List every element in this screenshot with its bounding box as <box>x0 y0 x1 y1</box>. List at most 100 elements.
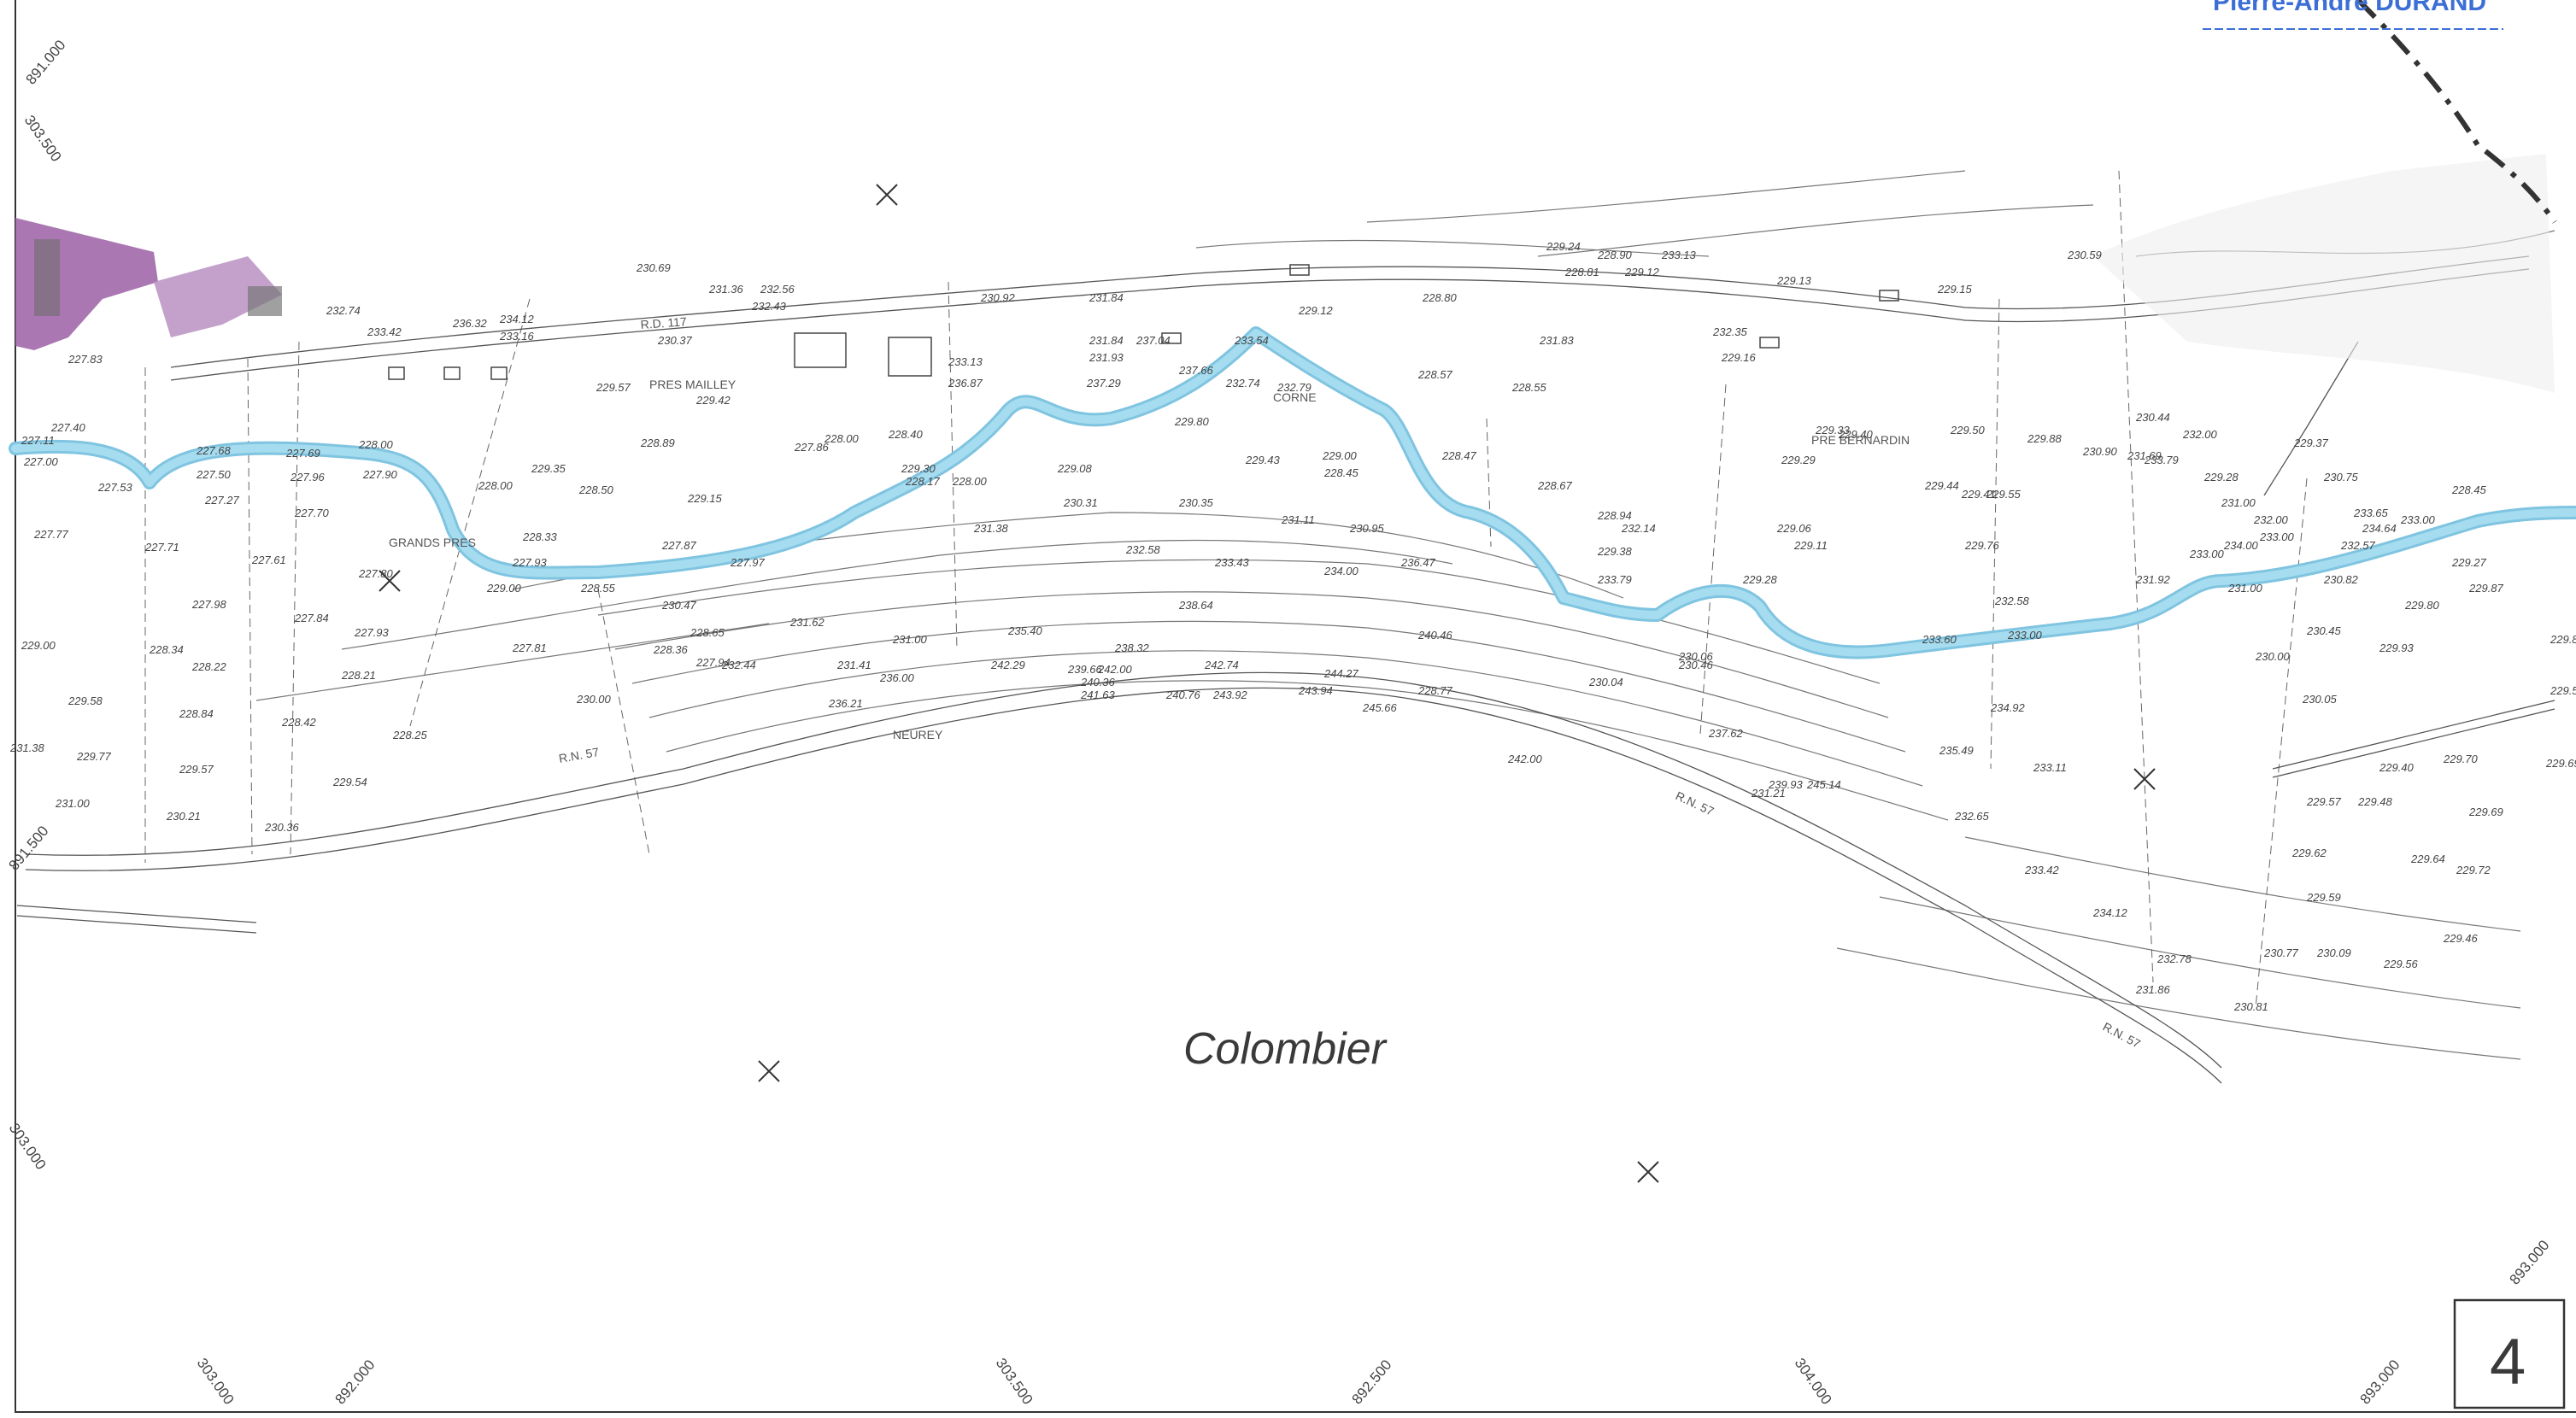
elevation-label: 229.28 <box>2203 471 2239 483</box>
elevation-label: 229.55 <box>1986 488 2021 501</box>
elevation-label: 240.36 <box>1080 676 1116 688</box>
elevation-label: 242.00 <box>1507 753 1543 765</box>
elevation-label: 229.06 <box>1776 522 1812 535</box>
road-label-rd117: R.D. 117 <box>640 314 687 331</box>
elevation-label: 231.00 <box>55 797 91 810</box>
place-name-grands-pres: GRANDS PRES <box>389 536 476 549</box>
elevation-label: 232.58 <box>1994 595 2030 607</box>
elevation-label: 232.56 <box>760 283 795 296</box>
elevation-label: 229.57 <box>596 381 631 394</box>
elevation-label: 227.94 <box>695 656 731 669</box>
coordinate-label: 303.000 <box>194 1355 238 1407</box>
elevation-label: 228.81 <box>1564 266 1599 278</box>
elevation-label: 233.00 <box>2259 530 2295 543</box>
elevation-label: 229.80 <box>1174 415 1210 428</box>
elevation-label: 230.31 <box>1063 496 1098 509</box>
elevation-label: 228.42 <box>281 716 317 729</box>
elevation-label: 233.43 <box>1214 556 1250 569</box>
elevation-label: 229.12 <box>1298 304 1334 317</box>
elevation-label: 227.83 <box>67 353 103 366</box>
elevation-label: 237.62 <box>1708 727 1744 740</box>
elevation-label: 233.42 <box>2024 864 2060 876</box>
elevation-label: 229.57 <box>2306 795 2342 808</box>
elevation-label: 229.28 <box>1742 573 1778 586</box>
elevation-label: 227.68 <box>196 444 232 457</box>
elevation-label: 228.65 <box>689 626 725 639</box>
elevation-label: 236.87 <box>948 377 983 390</box>
elevation-label: 227.93 <box>354 626 390 639</box>
elevation-label: 231.86 <box>2135 983 2171 996</box>
elevation-label: 244.27 <box>1323 667 1359 680</box>
elevation-label: 227.77 <box>33 528 69 541</box>
elevation-label: 229.69 <box>2468 806 2503 818</box>
road-label-rn57-2: R.N. 57 <box>1674 788 1716 818</box>
elevation-label: 237.04 <box>1135 334 1171 347</box>
coordinate-label: 303.000 <box>6 1120 50 1172</box>
place-name-neurey: NEUREY <box>893 728 943 741</box>
elevation-label: 230.35 <box>1178 496 1214 509</box>
elevation-label: 227.87 <box>661 539 697 552</box>
coordinate-label: 893.000 <box>2357 1356 2403 1407</box>
elevation-label: 234.00 <box>1323 565 1359 577</box>
elevation-label: 229.76 <box>1964 539 2000 552</box>
elevation-label: 232.44 <box>721 659 756 671</box>
elevation-label: 228.00 <box>478 479 513 492</box>
coordinate-label: 893.000 <box>2507 1237 2553 1287</box>
elevation-label: 240.76 <box>1165 688 1201 701</box>
elevation-label: 227.50 <box>196 468 232 481</box>
elevation-label: 228.55 <box>580 582 616 595</box>
elevation-label: 228.94 <box>1597 509 1632 522</box>
elevation-label: 233.60 <box>1922 633 1957 646</box>
elevation-label: 228.55 <box>1511 381 1547 394</box>
elevation-label: 241.63 <box>1080 688 1116 701</box>
elevation-label: 227.00 <box>23 455 59 468</box>
elevation-label: 228.21 <box>341 669 376 682</box>
elevation-label: 228.57 <box>1417 368 1453 381</box>
elevation-label: 230.00 <box>2255 650 2291 663</box>
coordinate-label: 892.500 <box>1349 1356 1395 1407</box>
elevation-label: 230.09 <box>2316 946 2351 959</box>
elevation-label: 229.64 <box>2410 853 2445 865</box>
elevation-label: 229.13 <box>1776 274 1812 287</box>
elevation-label: 229.43 <box>1245 454 1281 466</box>
elevation-label: 232.74 <box>326 304 361 317</box>
elevation-label: 228.84 <box>179 707 214 720</box>
elevation-label: 238.64 <box>1178 599 1213 612</box>
elevation-label: 230.05 <box>2302 693 2338 706</box>
elevation-label: 243.94 <box>1298 684 1333 697</box>
road-rn57 <box>16 671 2222 1084</box>
river <box>9 326 2576 659</box>
elevation-label: 232.79 <box>1276 381 1311 394</box>
elevation-label: 230.04 <box>1588 676 1623 688</box>
elevation-label: 230.36 <box>264 821 300 834</box>
elevation-label: 228.45 <box>2451 483 2487 496</box>
elevation-label: 231.00 <box>2221 496 2256 509</box>
elevation-label: 236.47 <box>1400 556 1436 569</box>
elevation-label: 227.11 <box>21 434 55 447</box>
elevation-label: 228.17 <box>905 475 941 488</box>
elevation-label: 239.66 <box>1067 663 1103 676</box>
elevation-label: 229.37 <box>2293 437 2329 449</box>
elevation-label: 229.93 <box>2379 642 2415 654</box>
forest-area <box>2093 154 2555 393</box>
elevation-label: 227.71 <box>144 541 179 554</box>
elevation-label: 229.58 <box>67 694 103 707</box>
elevation-label: 245.66 <box>1362 701 1398 714</box>
elevation-label: 229.62 <box>2291 847 2327 859</box>
elevation-label: 228.77 <box>1417 684 1453 697</box>
elevation-label: 228.89 <box>640 437 675 449</box>
elevation-label: 233.42 <box>367 325 402 338</box>
elevation-label: 233.79 <box>1597 573 1632 586</box>
elevation-label: 230.69 <box>636 261 671 274</box>
elevation-label: 229.69 <box>2545 757 2576 770</box>
elevation-label: 229.57 <box>179 763 214 776</box>
elevation-label: 230.06 <box>1678 650 1714 663</box>
road-label-rn57-1: R.N. 57 <box>558 745 601 765</box>
elevation-label: 235.49 <box>1939 744 1974 757</box>
map-frame <box>15 0 2576 1413</box>
elevation-label: 229.41 <box>1961 488 1996 501</box>
coordinate-label: 303.500 <box>21 112 65 164</box>
elevation-label: 229.54 <box>332 776 367 788</box>
elevation-label: 229.24 <box>1546 240 1581 253</box>
elevation-label: 227.80 <box>358 567 394 580</box>
